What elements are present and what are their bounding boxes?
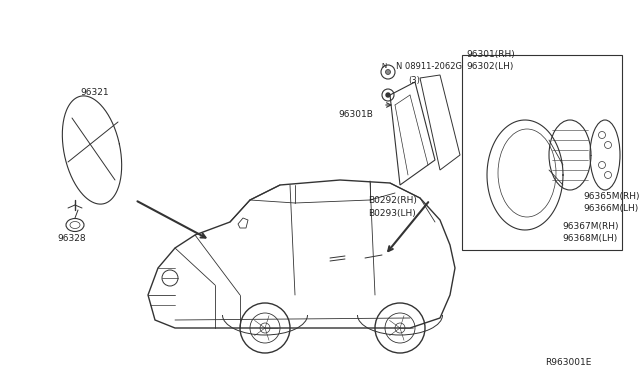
Text: (3): (3): [408, 76, 420, 85]
Text: 96368M(LH): 96368M(LH): [562, 234, 617, 243]
Text: 96301(RH): 96301(RH): [466, 50, 515, 59]
Circle shape: [386, 93, 390, 97]
Text: 96367M(RH): 96367M(RH): [562, 222, 618, 231]
Text: N: N: [381, 63, 387, 69]
Text: R963001E: R963001E: [545, 358, 591, 367]
Text: 96302(LH): 96302(LH): [466, 62, 513, 71]
Text: N 08911-2062G: N 08911-2062G: [396, 62, 462, 71]
Text: B0292(RH): B0292(RH): [368, 196, 417, 205]
Text: B0293(LH): B0293(LH): [368, 209, 416, 218]
Circle shape: [385, 70, 390, 74]
Text: 96366M(LH): 96366M(LH): [583, 204, 638, 213]
Text: 96321: 96321: [80, 88, 109, 97]
Text: 96328: 96328: [57, 234, 86, 243]
Text: 96301B: 96301B: [338, 110, 373, 119]
Text: 96365M(RH): 96365M(RH): [583, 192, 639, 201]
